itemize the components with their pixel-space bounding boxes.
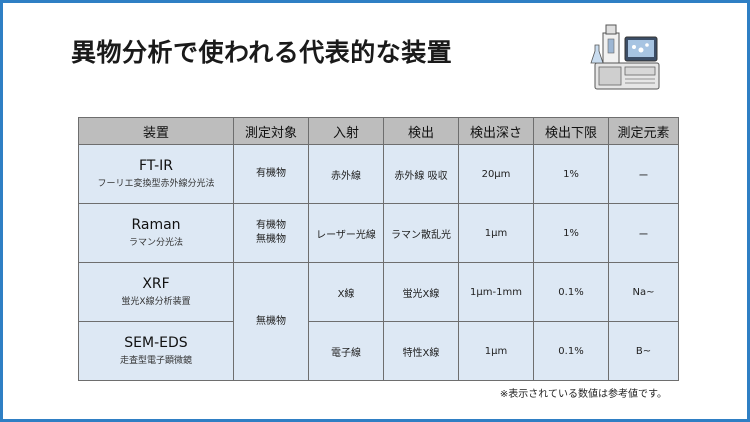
header-incident: 入射 xyxy=(308,117,384,145)
device-name: SEM-EDS xyxy=(124,335,188,352)
detection-cell: 赤外線 吸収 xyxy=(383,144,459,204)
table-row: FT-IR フーリエ変換型赤外線分光法 有機物 赤外線 赤外線 吸収 20μm … xyxy=(78,144,679,204)
detection-cell: 蛍光X線 xyxy=(383,262,459,322)
header-detection: 検出 xyxy=(383,117,459,145)
target-value: 無機物 xyxy=(256,234,286,245)
device-cell: XRF 蛍光X線分析装置 xyxy=(78,262,234,322)
target-value: 無機物 xyxy=(256,315,286,327)
page-title: 異物分析で使われる代表的な装置 xyxy=(71,38,453,67)
device-name: Raman xyxy=(131,217,181,234)
element-cell: Na~ xyxy=(608,262,679,322)
device-cell: Raman ラマン分光法 xyxy=(78,203,234,263)
limit-cell: 1% xyxy=(533,203,609,263)
lab-instrument-illustration-icon xyxy=(590,24,660,90)
device-name: FT-IR xyxy=(139,158,173,175)
target-cell: 有機物 xyxy=(233,144,309,204)
depth-cell: 1μm xyxy=(458,321,534,381)
header-element: 測定元素 xyxy=(608,117,679,145)
table-row: Raman ラマン分光法 有機物 無機物 レーザー光線 ラマン散乱光 1μm 1… xyxy=(78,203,679,263)
table-header-row: 装置 測定対象 入射 検出 検出深さ 検出下限 測定元素 xyxy=(78,117,679,145)
element-cell: ー xyxy=(608,144,679,204)
depth-cell: 1μm-1mm xyxy=(458,262,534,322)
target-value: 有機物 xyxy=(256,168,286,179)
limit-cell: 0.1% xyxy=(533,321,609,381)
header-device: 装置 xyxy=(78,117,234,145)
depth-cell: 1μm xyxy=(458,203,534,263)
header-depth: 検出深さ xyxy=(458,117,534,145)
limit-cell: 0.1% xyxy=(533,262,609,322)
detection-cell: ラマン散乱光 xyxy=(383,203,459,263)
device-subtitle: ラマン分光法 xyxy=(128,237,183,248)
depth-cell: 20μm xyxy=(458,144,534,204)
device-name: XRF xyxy=(142,276,170,293)
element-cell: ー xyxy=(608,203,679,263)
target-cell: 有機物 無機物 xyxy=(233,203,309,263)
header-limit: 検出下限 xyxy=(533,117,609,145)
footnote: ※表示されている数値は参考値です。 xyxy=(499,389,667,400)
table-row: SEM-EDS 走査型電子顕微鏡 電子線 特性X線 1μm 0.1% B~ xyxy=(78,321,679,381)
target-cell-merged: 無機物 xyxy=(233,262,309,381)
device-cell: SEM-EDS 走査型電子顕微鏡 xyxy=(78,321,234,381)
device-subtitle: 走査型電子顕微鏡 xyxy=(119,355,192,366)
device-cell: FT-IR フーリエ変換型赤外線分光法 xyxy=(78,144,234,204)
device-subtitle: 蛍光X線分析装置 xyxy=(121,296,191,307)
incident-cell: 赤外線 xyxy=(308,144,384,204)
detection-cell: 特性X線 xyxy=(383,321,459,381)
incident-cell: X線 xyxy=(308,262,384,322)
device-subtitle: フーリエ変換型赤外線分光法 xyxy=(97,178,215,189)
target-value: 有機物 xyxy=(256,220,286,231)
element-cell: B~ xyxy=(608,321,679,381)
instrument-table: 装置 測定対象 入射 検出 検出深さ 検出下限 測定元素 FT-IR フーリエ変… xyxy=(78,117,679,381)
limit-cell: 1% xyxy=(533,144,609,204)
incident-cell: レーザー光線 xyxy=(308,203,384,263)
table-row: XRF 蛍光X線分析装置 無機物 X線 蛍光X線 1μm-1mm 0.1% Na… xyxy=(78,262,679,381)
incident-cell: 電子線 xyxy=(308,321,384,381)
header-target: 測定対象 xyxy=(233,117,309,145)
